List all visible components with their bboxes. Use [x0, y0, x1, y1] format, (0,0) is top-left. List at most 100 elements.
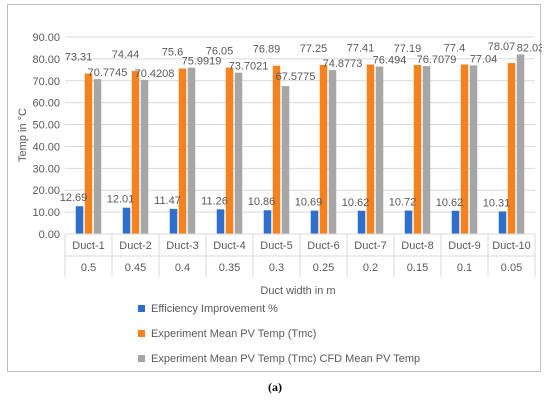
data-labels: 12.69 73.31 70.7745 12.01 74.44 70.4208 11.47 7…	[60, 41, 542, 209]
bar	[451, 210, 460, 234]
bar	[187, 67, 196, 234]
bar	[469, 65, 478, 234]
bar	[404, 210, 413, 234]
bar	[140, 79, 149, 235]
bar	[310, 210, 319, 234]
legend-entry: Experiment Mean PV Temp (Tmc) CFD Mean P…	[151, 353, 420, 365]
bar	[319, 64, 328, 235]
x-tick-label: Duct-3	[166, 240, 198, 252]
data-label: 74.8773	[323, 58, 363, 70]
legend-swatch	[138, 305, 145, 312]
data-label: 12.01	[107, 194, 135, 206]
y-tick-label: 10.00	[32, 207, 60, 219]
data-label: 76.7079	[417, 54, 457, 66]
bar	[178, 68, 187, 234]
legend-swatch	[138, 355, 145, 362]
bar	[460, 64, 469, 234]
bar	[84, 73, 93, 234]
data-label: 10.86	[248, 196, 276, 208]
legend: Efficiency Improvement % Experiment Mean …	[138, 303, 420, 365]
bar	[216, 209, 225, 234]
data-label: 74.44	[112, 49, 140, 61]
data-label: 76.494	[373, 55, 407, 67]
x-tick-label-secondary: 0.25	[313, 262, 334, 274]
y-axis-ticks: 0.00 10.00 20.00 30.00 40.00 50.00 60.00 70.00 8…	[32, 32, 60, 241]
x-tick-label-secondary: 0.4	[175, 262, 190, 274]
x-tick-label-secondary: 0.05	[501, 262, 522, 274]
x-tick-label-secondary: 0.45	[125, 262, 146, 274]
legend-swatch	[138, 330, 145, 337]
data-label: 75.9919	[182, 56, 222, 68]
data-label: 78.07	[488, 41, 516, 53]
x-tick-label: Duct-2	[119, 240, 151, 252]
y-tick-label: 50.00	[32, 120, 60, 132]
x-tick-label: Duct-4	[213, 240, 245, 252]
data-label: 82.03	[517, 42, 542, 54]
bar	[263, 210, 272, 234]
data-label: 75.6	[162, 47, 183, 59]
x-tick-label-secondary: 0.15	[407, 262, 428, 274]
y-tick-label: 60.00	[32, 98, 60, 110]
x-tick-label-secondary: 0.35	[219, 262, 240, 274]
data-label: 77.4	[444, 43, 465, 55]
data-label: 77.19	[394, 43, 422, 55]
data-label: 76.89	[253, 44, 281, 56]
y-tick-label: 30.00	[32, 163, 60, 175]
bar	[413, 65, 422, 234]
data-label: 70.7745	[88, 67, 128, 79]
y-tick-label: 40.00	[32, 141, 60, 153]
legend-entry: Experiment Mean PV Temp (Tmc)	[151, 328, 316, 340]
y-tick-label: 0.00	[39, 229, 60, 241]
x-tick-label: Duct-9	[448, 240, 480, 252]
bar	[507, 63, 516, 234]
data-label: 77.41	[347, 43, 375, 55]
data-label: 12.69	[60, 192, 88, 204]
x-tick-label: Duct-1	[72, 240, 104, 252]
y-axis-title: Temp in °C	[17, 108, 29, 162]
data-label: 77.04	[470, 53, 498, 65]
data-label: 70.4208	[135, 68, 175, 80]
data-label: 73.7021	[229, 61, 269, 73]
y-tick-label: 80.00	[32, 54, 60, 66]
data-label: 10.72	[389, 197, 417, 209]
bar	[131, 71, 140, 234]
x-tick-label-secondary: 0.1	[457, 262, 472, 274]
bar	[422, 66, 431, 234]
x-tick-label: Duct-8	[401, 240, 433, 252]
bars	[75, 54, 525, 235]
y-tick-label: 70.00	[32, 76, 60, 88]
bar	[122, 207, 131, 234]
x-tick-label: Duct-6	[307, 240, 339, 252]
y-tick-label: 20.00	[32, 185, 60, 197]
x-tick-label: Duct-10	[492, 240, 531, 252]
data-label: 77.25	[300, 43, 328, 55]
x-tick-label-secondary: 0.3	[269, 262, 284, 274]
data-label: 73.31	[65, 52, 93, 64]
data-label: 10.69	[295, 197, 323, 209]
x-axis-title: Duct width in m	[260, 285, 335, 297]
bar	[225, 67, 234, 234]
bar	[281, 86, 290, 235]
x-axis: Duct-1 0.5 Duct-2 0.45 Duct-3 0.4 Duct-4 0.35 Du…	[64, 233, 536, 277]
bar	[375, 66, 384, 234]
data-label: 76.05	[206, 46, 234, 58]
bar	[498, 211, 507, 234]
x-tick-label-secondary: 0.5	[81, 262, 96, 274]
bar	[169, 208, 178, 234]
bar	[272, 65, 281, 234]
bar	[93, 79, 102, 234]
chart-frame: 0.00 10.00 20.00 30.00 40.00 50.00 60.00 70.00 8…	[7, 4, 542, 372]
bar	[357, 210, 366, 234]
data-label: 10.31	[483, 197, 511, 209]
bar	[75, 206, 84, 234]
bar	[234, 72, 243, 235]
data-label: 10.62	[436, 197, 464, 209]
figure-caption: (a)	[268, 380, 282, 394]
data-label: 11.47	[154, 195, 181, 207]
x-tick-label-secondary: 0.2	[363, 262, 378, 274]
data-label: 10.62	[342, 197, 370, 209]
bar	[328, 70, 337, 234]
x-tick-label: Duct-5	[260, 240, 292, 252]
y-tick-label: 90.00	[32, 32, 60, 44]
data-label: 11.26	[201, 195, 228, 207]
